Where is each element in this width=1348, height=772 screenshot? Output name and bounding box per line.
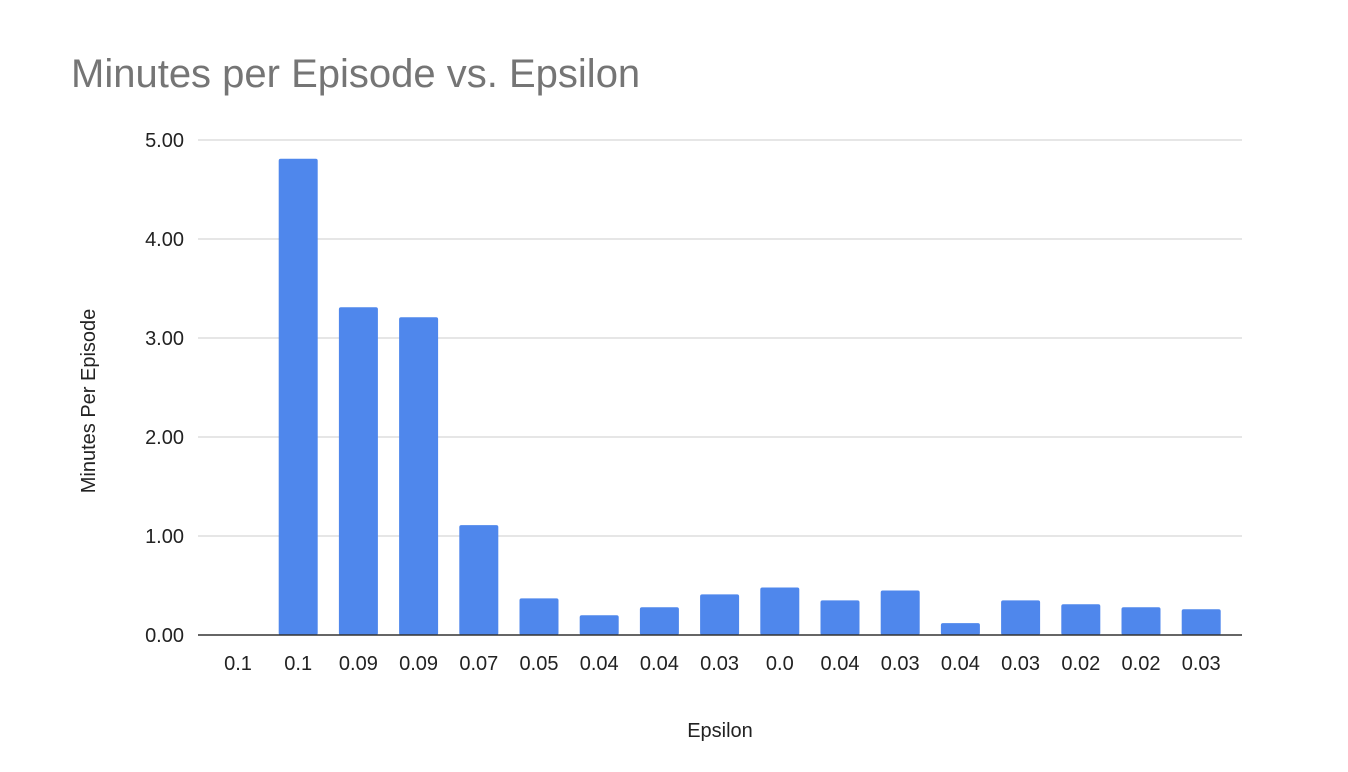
x-tick-label: 0.02: [1122, 653, 1161, 675]
bar: [760, 587, 800, 635]
y-tick-label: 2.00: [145, 427, 184, 449]
x-tick-label: 0.03: [700, 653, 739, 675]
x-tick-label: 0.09: [339, 653, 378, 675]
chart-title: Minutes per Episode vs. Epsilon: [71, 52, 641, 96]
bar: [1121, 607, 1161, 635]
x-tick-label: 0.09: [399, 653, 438, 675]
bar: [399, 317, 439, 635]
y-tick-label: 0.00: [145, 625, 184, 647]
y-tick-label: 1.00: [145, 526, 184, 548]
bar: [940, 623, 980, 635]
y-tick-labels: 0.00 1.00 2.00 3.00 4.00 5.00: [145, 130, 184, 647]
bar: [338, 307, 378, 635]
x-tick-label: 0.04: [941, 653, 980, 675]
bar: [880, 590, 920, 635]
bar: [459, 525, 499, 635]
y-tick-label: 4.00: [145, 229, 184, 251]
x-tick-label: 0.07: [459, 653, 498, 675]
bar: [1061, 604, 1101, 635]
y-axis-label: Minutes Per Episode: [78, 309, 100, 494]
bar: [278, 158, 318, 635]
x-tick-label: 0.1: [284, 653, 312, 675]
bar: [820, 600, 860, 635]
bar: [1181, 609, 1221, 635]
x-tick-label: 0.03: [881, 653, 920, 675]
x-tick-label: 0.04: [580, 653, 619, 675]
x-tick-label: 0.04: [821, 653, 860, 675]
x-tick-label: 0.03: [1182, 653, 1221, 675]
x-tick-label: 0.04: [640, 653, 679, 675]
bars: [278, 158, 1221, 635]
x-axis-label: Epsilon: [687, 720, 753, 742]
bar: [700, 594, 740, 635]
x-tick-label: 0.03: [1001, 653, 1040, 675]
bar: [579, 615, 619, 635]
y-tick-label: 3.00: [145, 328, 184, 350]
x-tick-label: 0.0: [766, 653, 794, 675]
bar: [639, 607, 679, 635]
y-tick-label: 5.00: [145, 130, 184, 152]
x-tick-label: 0.05: [520, 653, 559, 675]
bar: [519, 598, 559, 635]
x-tick-labels: 0.1 0.1 0.09 0.09 0.07 0.05 0.04 0.04 0.03 0.0 0.0…: [224, 653, 1221, 675]
x-tick-label: 0.1: [224, 653, 252, 675]
x-tick-label: 0.02: [1061, 653, 1100, 675]
bar: [1001, 600, 1041, 635]
